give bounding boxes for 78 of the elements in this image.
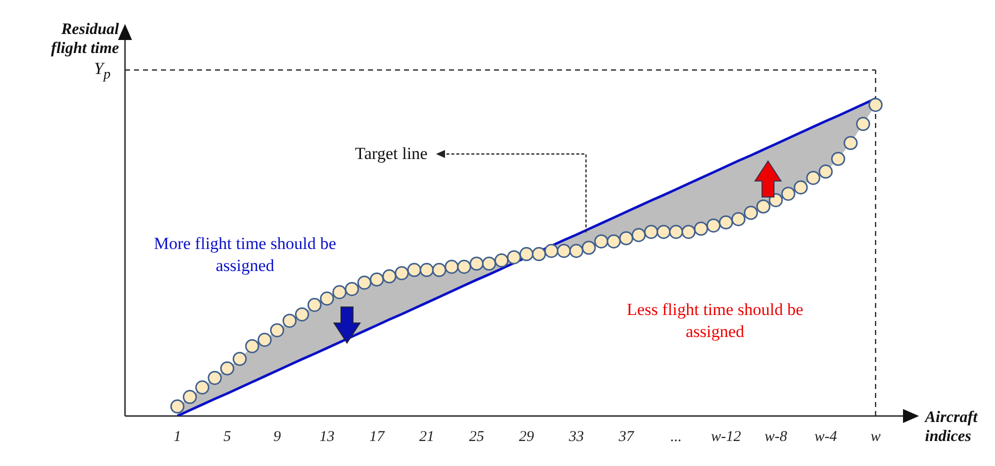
x-tick-label: w [870, 428, 881, 445]
x-tick-label: 9 [273, 428, 282, 445]
x-tick-label: 25 [469, 428, 485, 445]
point [320, 292, 334, 306]
point [506, 250, 522, 264]
x-tick-label: 29 [518, 428, 534, 445]
x-tick-label: 1 [174, 428, 182, 445]
point [806, 170, 820, 185]
point [245, 339, 260, 354]
x-tick-label: w-8 [764, 428, 788, 445]
point [644, 224, 658, 239]
annotation: Target line [355, 143, 428, 165]
point [208, 370, 222, 385]
point [706, 218, 721, 233]
point [669, 224, 684, 239]
point [432, 262, 446, 278]
point [382, 269, 396, 284]
point [420, 262, 434, 278]
point [569, 244, 584, 258]
point [582, 240, 596, 255]
point [258, 332, 272, 347]
point [332, 285, 346, 300]
point [270, 323, 284, 338]
point [844, 136, 858, 150]
point [868, 98, 883, 112]
x-tick-label: w-4 [814, 428, 838, 445]
point [470, 256, 484, 271]
point [344, 282, 359, 296]
x-tick-label: 17 [369, 428, 386, 445]
point [519, 247, 534, 262]
point [357, 276, 372, 290]
point [619, 231, 634, 246]
point [457, 260, 472, 274]
point [494, 253, 509, 268]
point [282, 314, 297, 328]
point [594, 234, 608, 248]
point [544, 244, 558, 258]
point [370, 272, 384, 287]
point [831, 152, 846, 166]
x-axis-title: Aircraft indices [925, 408, 979, 446]
point [195, 380, 210, 394]
point [606, 234, 621, 248]
point [220, 361, 234, 376]
point [482, 256, 496, 271]
point [307, 298, 322, 312]
point [856, 116, 870, 132]
point [294, 307, 310, 322]
point [232, 352, 247, 366]
point [656, 224, 671, 239]
point [818, 164, 833, 179]
point [718, 215, 734, 230]
point [731, 212, 746, 226]
point [407, 262, 422, 278]
point [781, 186, 796, 201]
point [532, 247, 546, 262]
point [682, 224, 696, 239]
ref-line-label: Y$_{p}$ [94, 58, 111, 84]
x-tick-label: ... [670, 428, 682, 445]
point [556, 244, 571, 258]
point [632, 228, 646, 242]
point [744, 206, 758, 220]
annotation: More flight time should be assigned [152, 233, 338, 277]
y-axis-title: Residual flight time [50, 20, 119, 58]
x-tick-label: 13 [319, 428, 334, 445]
point [768, 193, 783, 208]
x-tick-label: 33 [568, 428, 584, 445]
point [794, 180, 808, 194]
x-tick-label: 5 [223, 428, 232, 445]
point [444, 260, 459, 274]
point [756, 199, 770, 214]
point [182, 390, 197, 404]
annotation: Less flight time should be assigned [626, 299, 804, 343]
x-tick-label: 21 [419, 428, 434, 445]
point [394, 266, 409, 280]
point [694, 222, 708, 236]
x-tick-label: w-12 [710, 428, 742, 445]
x-tick-label: 37 [618, 428, 636, 445]
point [170, 399, 184, 414]
